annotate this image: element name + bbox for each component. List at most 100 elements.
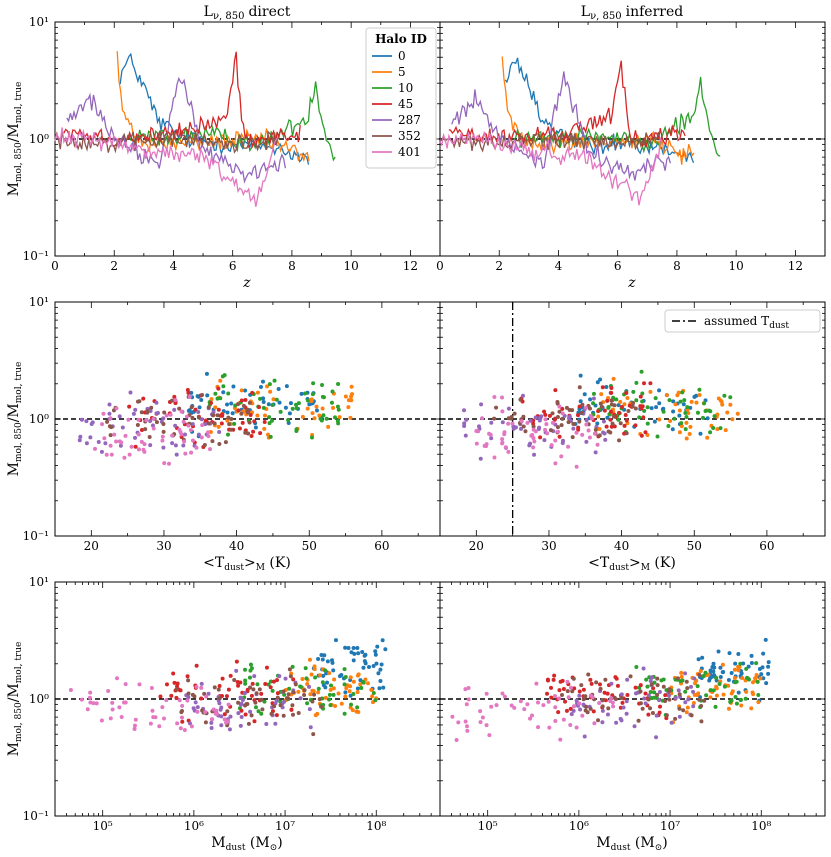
scatter-point-halo-10: [634, 398, 639, 403]
scatter-point-halo-0: [716, 649, 721, 654]
scatter-point-halo-401: [558, 737, 563, 742]
scatter-point-halo-0: [595, 380, 600, 385]
scatter-point-halo-352: [509, 416, 514, 421]
scatter-point-halo-5: [679, 670, 684, 675]
scatter-point-halo-10: [645, 421, 650, 426]
scatter-point-halo-45: [185, 388, 190, 393]
scatter-point-halo-287: [128, 390, 133, 395]
scatter-point-halo-0: [718, 675, 723, 680]
scatter-point-halo-5: [349, 398, 354, 403]
scatter-point-halo-0: [307, 402, 312, 407]
scatter-point-halo-5: [698, 668, 703, 673]
scatter-point-halo-352: [638, 689, 643, 694]
scatter-point-halo-45: [268, 685, 273, 690]
scatter-point-halo-0: [261, 396, 266, 401]
scatter-point-halo-287: [199, 681, 204, 686]
scatter-point-halo-401: [209, 717, 214, 722]
scatter-point-halo-45: [275, 678, 280, 683]
scatter-point-halo-5: [296, 689, 301, 694]
scatter-point-halo-5: [599, 392, 604, 397]
scatter-point-halo-0: [749, 653, 754, 658]
scatter-point-halo-45: [141, 396, 146, 401]
scatter-point-halo-10: [756, 692, 761, 697]
x-tick-label: 10⁶: [184, 819, 204, 833]
scatter-point-halo-352: [661, 684, 666, 689]
scatter-point-halo-0: [225, 402, 230, 407]
scatter-point-halo-287: [673, 695, 678, 700]
scatter-point-halo-45: [549, 685, 554, 690]
scatter-point-halo-401: [139, 439, 144, 444]
scatter-point-halo-0: [739, 671, 744, 676]
scatter-point-halo-287: [569, 712, 574, 717]
scatter-point-halo-352: [577, 419, 582, 424]
scatter-point-halo-45: [609, 390, 614, 395]
scatter-point-halo-401: [132, 727, 137, 732]
scatter-point-halo-5: [336, 691, 341, 696]
scatter-point-halo-401: [110, 707, 115, 712]
scatter-point-halo-401: [162, 461, 167, 466]
scatter-point-halo-287: [641, 666, 646, 671]
scatter-point-halo-5: [309, 399, 314, 404]
scatter-point-halo-401: [500, 691, 505, 696]
scatter-point-halo-352: [566, 420, 571, 425]
line-series-halo-287-direct: [66, 76, 287, 184]
scatter-point-halo-45: [620, 700, 625, 705]
scatter-point-halo-10: [704, 693, 709, 698]
scatter-point-halo-5: [684, 710, 689, 715]
scatter-point-halo-45: [589, 681, 594, 686]
scatter-point-halo-5: [684, 436, 689, 441]
scatter-point-halo-401: [115, 676, 120, 681]
scatter-point-halo-287: [528, 441, 533, 446]
scatter-point-halo-5: [346, 405, 351, 410]
scatter-point-halo-401: [142, 442, 147, 447]
scatter-point-halo-352: [640, 706, 645, 711]
scatter-point-halo-287: [683, 671, 688, 676]
scatter-point-halo-5: [749, 706, 754, 711]
scatter-point-halo-45: [581, 687, 586, 692]
scatter-point-halo-45: [252, 419, 257, 424]
scatter-point-halo-10: [221, 384, 226, 389]
scatter-point-halo-287: [79, 417, 84, 422]
scatter-point-halo-401: [200, 423, 205, 428]
scatter-point-halo-45: [236, 408, 241, 413]
scatter-point-halo-45: [250, 390, 255, 395]
scatter-point-halo-45: [602, 408, 607, 413]
scatter-point-halo-352: [633, 406, 638, 411]
scatter-point-halo-287: [691, 704, 696, 709]
scatter-point-halo-10: [714, 675, 719, 680]
scatter-point-halo-5: [728, 402, 733, 407]
y-tick-label: 10⁻¹: [23, 809, 49, 823]
scatter-point-halo-10: [243, 678, 248, 683]
scatter-point-halo-287: [625, 677, 630, 682]
scatter-point-halo-401: [119, 714, 124, 719]
scatter-point-halo-287: [614, 720, 619, 725]
scatter-point-halo-0: [189, 390, 194, 395]
scatter-point-halo-287: [624, 699, 629, 704]
scatter-point-halo-10: [333, 415, 338, 420]
scatter-point-halo-10: [310, 392, 315, 397]
scatter-point-halo-401: [503, 445, 508, 450]
scatter-point-halo-5: [262, 426, 267, 431]
scatter-point-halo-352: [143, 427, 148, 432]
scatter-point-halo-0: [229, 401, 234, 406]
y-tick-label: 10¹: [29, 15, 49, 29]
scatter-point-halo-401: [577, 701, 582, 706]
scatter-point-halo-45: [139, 427, 144, 432]
scatter-point-halo-45: [625, 693, 630, 698]
scatter-point-halo-287: [173, 443, 178, 448]
scatter-point-halo-10: [744, 666, 749, 671]
scatter-point-halo-401: [142, 449, 147, 454]
scatter-point-halo-10: [336, 382, 341, 387]
scatter-point-halo-352: [162, 410, 167, 415]
scatter-point-halo-352: [631, 400, 636, 405]
scatter-point-halo-45: [553, 388, 558, 393]
scatter-point-halo-401: [480, 715, 485, 720]
scatter-point-halo-352: [232, 678, 237, 683]
scatter-point-halo-5: [305, 406, 310, 411]
scatter-point-halo-10: [272, 378, 277, 383]
scatter-point-halo-45: [216, 386, 221, 391]
scatter-point-halo-10: [702, 401, 707, 406]
scatter-point-halo-352: [312, 692, 317, 697]
scatter-point-halo-352: [202, 691, 207, 696]
scatter-point-halo-401: [500, 409, 505, 414]
